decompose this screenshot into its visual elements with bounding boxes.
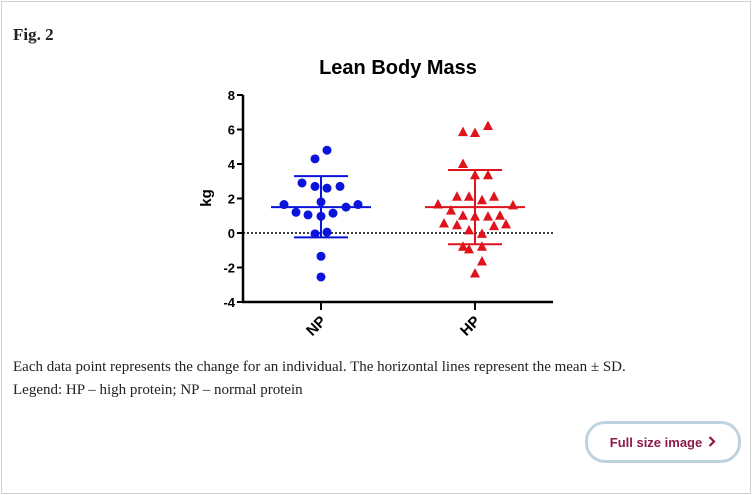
data-point-hp <box>483 120 493 131</box>
data-point-np <box>322 145 332 155</box>
data-point-hp <box>470 127 480 137</box>
data-point-hp <box>458 126 468 137</box>
x-tick-label-np: NP <box>303 313 330 340</box>
full-size-image-label: Full size image <box>609 434 703 450</box>
caption-line-1: Each data point represents the change fo… <box>13 359 626 375</box>
data-point-hp <box>477 228 487 238</box>
lean-body-mass-chart: Lean Body Mass kg 8 6 4 2 0 -2 -4 NP HP <box>198 57 553 340</box>
figure-caption: Each data point represents the change fo… <box>13 356 743 402</box>
data-point-hp <box>489 191 499 201</box>
caption-line-2: Legend: HP – high protein; NP – normal p… <box>13 382 303 398</box>
y-tick-label: -2 <box>223 261 235 276</box>
data-point-np <box>316 272 326 282</box>
data-point-np <box>303 210 313 220</box>
data-point-hp <box>501 218 511 229</box>
figure-label: Fig. 2 <box>13 25 54 44</box>
y-axis-label: kg <box>198 189 215 207</box>
data-point-hp <box>477 255 487 266</box>
data-point-hp <box>452 191 462 201</box>
y-tick-label: 8 <box>228 88 235 103</box>
data-point-np <box>328 208 338 218</box>
x-tick-label-hp: HP <box>457 313 484 340</box>
data-point-hp <box>458 210 468 220</box>
data-point-hp <box>458 241 468 251</box>
data-point-np <box>322 227 332 237</box>
data-point-np <box>310 154 320 164</box>
data-point-hp <box>458 158 468 168</box>
data-point-hp <box>464 191 474 201</box>
data-point-np <box>322 183 332 193</box>
data-point-hp <box>452 219 462 230</box>
data-point-hp <box>483 169 493 180</box>
full-size-image-button[interactable]: Full size image <box>585 421 741 463</box>
data-point-hp <box>439 218 449 228</box>
data-point-hp <box>446 205 456 215</box>
y-tick-label: 0 <box>228 226 235 241</box>
data-point-hp <box>464 224 474 235</box>
data-point-hp <box>495 210 505 220</box>
y-tick-label: -4 <box>223 295 235 310</box>
y-tick-label: 4 <box>228 157 236 172</box>
data-point-np <box>316 251 326 261</box>
data-point-hp <box>470 268 480 278</box>
data-point-hp <box>483 211 493 221</box>
y-tick-label: 6 <box>228 123 235 138</box>
data-point-np <box>291 207 301 217</box>
data-point-hp <box>464 243 474 254</box>
data-point-np <box>335 181 345 191</box>
data-point-hp <box>489 220 499 231</box>
data-point-hp <box>477 241 487 251</box>
data-point-np <box>310 181 320 191</box>
data-point-np <box>310 229 320 239</box>
data-point-np <box>297 178 307 188</box>
data-point-hp <box>477 194 487 205</box>
chart-title: Lean Body Mass <box>319 57 477 79</box>
y-tick-label: 2 <box>228 192 235 207</box>
chevron-right-icon <box>708 435 716 450</box>
